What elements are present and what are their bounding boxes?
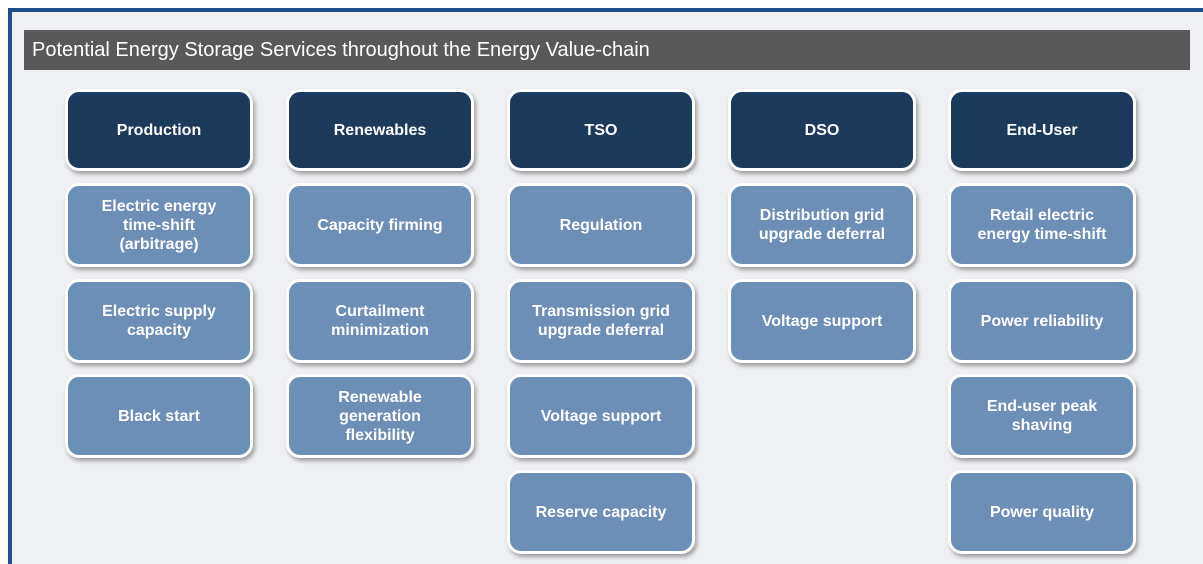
service-box: Electric supply capacity (65, 279, 253, 363)
service-box: Retail electric energy time-shift (948, 183, 1136, 267)
service-box: Electric energy time-shift (arbitrage) (65, 183, 253, 267)
column-header: TSO (507, 89, 695, 171)
title: Potential Energy Storage Services throug… (24, 30, 1190, 70)
service-box: Curtailment minimization (286, 279, 474, 363)
service-box: Regulation (507, 183, 695, 267)
service-box: Black start (65, 374, 253, 458)
service-box: Distribution grid upgrade deferral (728, 183, 916, 267)
column-header: DSO (728, 89, 916, 171)
service-box: Capacity firming (286, 183, 474, 267)
column-header: End-User (948, 89, 1136, 171)
service-box: Power quality (948, 470, 1136, 554)
column-header: Renewables (286, 89, 474, 171)
column-header: Production (65, 89, 253, 171)
service-box: Voltage support (728, 279, 916, 363)
service-box: End-user peak shaving (948, 374, 1136, 458)
service-box: Reserve capacity (507, 470, 695, 554)
service-box: Power reliability (948, 279, 1136, 363)
service-box: Renewable generation flexibility (286, 374, 474, 458)
service-box: Transmission grid upgrade deferral (507, 279, 695, 363)
service-box: Voltage support (507, 374, 695, 458)
